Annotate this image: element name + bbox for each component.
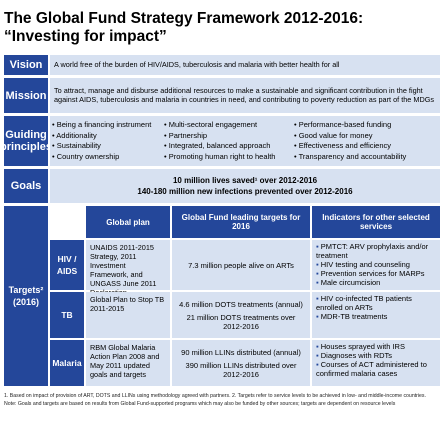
indicator: HIV testing and counseling: [316, 260, 436, 269]
vision-text: A world free of the burden of HIV/AIDS, …: [50, 55, 440, 75]
goals-label: Goals: [4, 169, 48, 203]
indicator: Diagnoses with RDTs: [316, 351, 436, 360]
indicator-list: PMTCT: ARV prophylaxis and/or treatmentH…: [316, 242, 436, 287]
indicator: MDR-TB treatments: [316, 312, 436, 321]
principle: Being a financing instrument: [52, 120, 152, 131]
indicator: Male circumcision: [316, 278, 436, 287]
principle-list: Being a financing instrumentAdditionalit…: [52, 120, 151, 162]
indicators: HIV co-infected TB patients enrolled on …: [312, 292, 440, 338]
principle: Performance-based funding: [294, 120, 406, 131]
global-plan: UNAIDS 2011-2015 Strategy, 2011 Investme…: [86, 240, 170, 297]
leading-target: 21 million DOTS treatments over 2012-201…: [186, 312, 296, 331]
principle: Sustainability: [52, 141, 151, 152]
indicator-list: HIV co-infected TB patients enrolled on …: [316, 294, 436, 321]
vision-label: Vision: [4, 55, 48, 75]
principle: Promoting human right to health: [164, 152, 276, 163]
goal: 10 million lives saved¹ over 2012-2016: [172, 176, 318, 185]
targets-title: Targets²: [8, 285, 44, 295]
principle: Effectiveness and efficiency: [294, 141, 406, 152]
column-header: Global plan: [86, 206, 170, 238]
indicators: PMTCT: ARV prophylaxis and/or treatmentH…: [312, 240, 440, 290]
indicator: Courses of ACT administered to confirmed…: [316, 360, 436, 378]
footnote: 1. Based on impact of provision of ART, …: [4, 393, 426, 399]
indicator: PMTCT: ARV prophylaxis and/or treatment: [316, 242, 436, 260]
goals-box: 10 million lives saved¹ over 2012-2016 14…: [50, 169, 440, 203]
indicators: Houses sprayed with IRSDiagnoses with RD…: [312, 340, 440, 386]
principles-box: Being a financing instrumentAdditionalit…: [50, 116, 440, 166]
leading-target: 7.3 million people alive on ARTs: [188, 260, 294, 270]
title: The Global Fund Strategy Framework 2012-…: [4, 10, 364, 45]
area-label: Malaria: [50, 340, 84, 386]
principle: Multi-sectoral engagement: [164, 120, 275, 131]
principle-list: Multi-sectoral engagementPartnershipInte…: [164, 120, 276, 163]
footnote: Note: Goals and targets are based on res…: [4, 401, 396, 407]
column-header: Global Fund leading targets for 2016: [172, 206, 310, 238]
principle: Integrated, balanced approach: [164, 141, 275, 152]
principle: Additionality: [52, 131, 151, 142]
leading-targets: 4.6 million DOTS treatments (annual) 21 m…: [172, 292, 310, 338]
area-label: HIV / AIDS: [50, 240, 84, 290]
mission-label: Mission: [4, 78, 48, 113]
global-plan: RBM Global Malaria Action Plan 2008 and …: [86, 340, 170, 386]
targets-label: Targets² (2016): [4, 206, 48, 386]
principle: Country ownership: [52, 152, 151, 163]
indicator-list: Houses sprayed with IRSDiagnoses with RD…: [316, 342, 436, 378]
leading-targets: 90 million LLINs distributed (annual) 390…: [172, 340, 310, 386]
footnotes: 1. Based on impact of provision of ART, …: [4, 392, 440, 408]
principles-label: Guiding principles: [0, 116, 52, 166]
principle: Transparency and accountability: [294, 152, 407, 163]
indicator: Prevention services for MARPs: [316, 269, 436, 278]
principle: Good value for money: [294, 131, 406, 142]
principle: Partnership: [164, 131, 275, 142]
leading-targets: 7.3 million people alive on ARTs: [172, 240, 310, 290]
mission-text: To attract, manage and disburse addition…: [50, 78, 440, 113]
global-plan: Global Plan to Stop TB 2011-2015: [86, 292, 170, 338]
indicator: Houses sprayed with IRS: [316, 342, 436, 351]
blank: [50, 206, 84, 238]
leading-target: 90 million LLINs distributed (annual): [181, 347, 301, 357]
leading-target: 4.6 million DOTS treatments (annual): [179, 299, 303, 309]
area-label: TB: [50, 292, 84, 338]
principle-list: Performance-based fundingGood value for …: [294, 120, 407, 163]
indicator: HIV co-infected TB patients enrolled on …: [316, 294, 436, 312]
goal: 140-180 million new infections prevented…: [137, 187, 353, 196]
column-header: Indicators for other selected services: [312, 206, 440, 238]
targets-period: (2016): [12, 297, 39, 307]
leading-target: 390 million LLINs distributed over 2012-…: [185, 360, 297, 379]
